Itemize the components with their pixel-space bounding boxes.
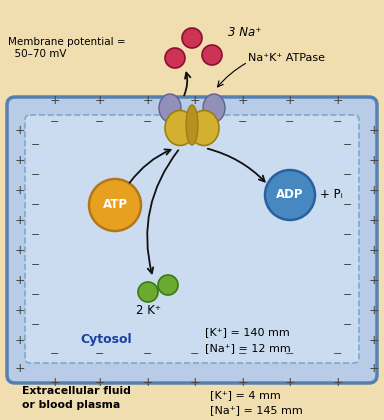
Text: [K⁺] = 140 mm: [K⁺] = 140 mm [205, 327, 290, 337]
FancyBboxPatch shape [25, 115, 359, 363]
Circle shape [165, 48, 185, 68]
Text: −: − [343, 290, 353, 300]
FancyBboxPatch shape [7, 97, 377, 383]
Text: −: − [50, 117, 60, 127]
Text: +: + [369, 273, 379, 286]
Text: +: + [15, 213, 25, 226]
Circle shape [158, 275, 178, 295]
Text: Cytosol: Cytosol [80, 333, 132, 346]
Text: +: + [369, 184, 379, 197]
Text: +: + [285, 376, 295, 389]
Text: +: + [15, 273, 25, 286]
Text: 3 Na⁺: 3 Na⁺ [228, 26, 262, 39]
Text: +: + [50, 376, 60, 389]
Text: +: + [369, 153, 379, 166]
Text: +: + [369, 244, 379, 257]
Text: +: + [369, 123, 379, 136]
Text: −: − [31, 320, 41, 330]
Text: + Pᵢ: + Pᵢ [320, 189, 343, 202]
Text: +: + [15, 153, 25, 166]
Text: +: + [15, 333, 25, 346]
Text: −: − [343, 260, 353, 270]
Text: +: + [15, 184, 25, 197]
Text: +: + [333, 94, 343, 107]
Ellipse shape [186, 105, 198, 145]
Text: Extracellular fluid
or blood plasma: Extracellular fluid or blood plasma [22, 386, 131, 410]
Circle shape [138, 282, 158, 302]
Text: +: + [143, 94, 153, 107]
Text: −: − [143, 349, 153, 359]
Ellipse shape [203, 94, 225, 122]
Text: +: + [238, 376, 248, 389]
Text: +: + [95, 94, 105, 107]
Text: +: + [285, 94, 295, 107]
Text: +: + [369, 213, 379, 226]
Ellipse shape [165, 110, 195, 145]
Text: +: + [190, 94, 200, 107]
Text: +: + [15, 304, 25, 317]
Text: +: + [15, 244, 25, 257]
Text: ATP: ATP [103, 199, 127, 212]
Text: +: + [190, 376, 200, 389]
Text: −: − [190, 117, 200, 127]
Text: +: + [238, 94, 248, 107]
Text: −: − [190, 349, 200, 359]
Text: +: + [15, 362, 25, 375]
Ellipse shape [189, 110, 219, 145]
Text: −: − [238, 117, 248, 127]
Text: +: + [369, 304, 379, 317]
Circle shape [202, 45, 222, 65]
Text: −: − [343, 170, 353, 180]
Circle shape [89, 179, 141, 231]
Text: −: − [31, 200, 41, 210]
Circle shape [265, 170, 315, 220]
Text: −: − [285, 117, 295, 127]
Text: +: + [95, 376, 105, 389]
Text: [Na⁺] = 145 mm: [Na⁺] = 145 mm [210, 405, 303, 415]
Text: −: − [238, 349, 248, 359]
Text: +: + [369, 333, 379, 346]
Ellipse shape [159, 94, 181, 122]
Text: −: − [333, 117, 343, 127]
Text: −: − [50, 349, 60, 359]
Text: +: + [50, 94, 60, 107]
Text: −: − [343, 140, 353, 150]
Text: −: − [31, 140, 41, 150]
Text: −: − [31, 230, 41, 240]
Text: −: − [143, 117, 153, 127]
Text: +: + [143, 376, 153, 389]
Text: −: − [95, 117, 105, 127]
Text: −: − [343, 320, 353, 330]
Text: +: + [15, 123, 25, 136]
Text: −: − [333, 349, 343, 359]
Text: Na⁺K⁺ ATPase: Na⁺K⁺ ATPase [248, 53, 325, 63]
Text: [Na⁺] = 12 mm: [Na⁺] = 12 mm [205, 343, 291, 353]
Text: +: + [333, 376, 343, 389]
Text: −: − [31, 260, 41, 270]
Text: [K⁺] = 4 mm: [K⁺] = 4 mm [210, 390, 281, 400]
Text: −: − [31, 170, 41, 180]
Text: −: − [95, 349, 105, 359]
Text: −: − [31, 290, 41, 300]
Text: Membrane potential =
  50–70 mV: Membrane potential = 50–70 mV [8, 37, 126, 59]
Text: ADP: ADP [276, 189, 304, 202]
Text: −: − [285, 349, 295, 359]
Text: −: − [343, 200, 353, 210]
Text: −: − [343, 230, 353, 240]
Text: 2 K⁺: 2 K⁺ [136, 304, 161, 317]
Text: +: + [369, 362, 379, 375]
Circle shape [182, 28, 202, 48]
